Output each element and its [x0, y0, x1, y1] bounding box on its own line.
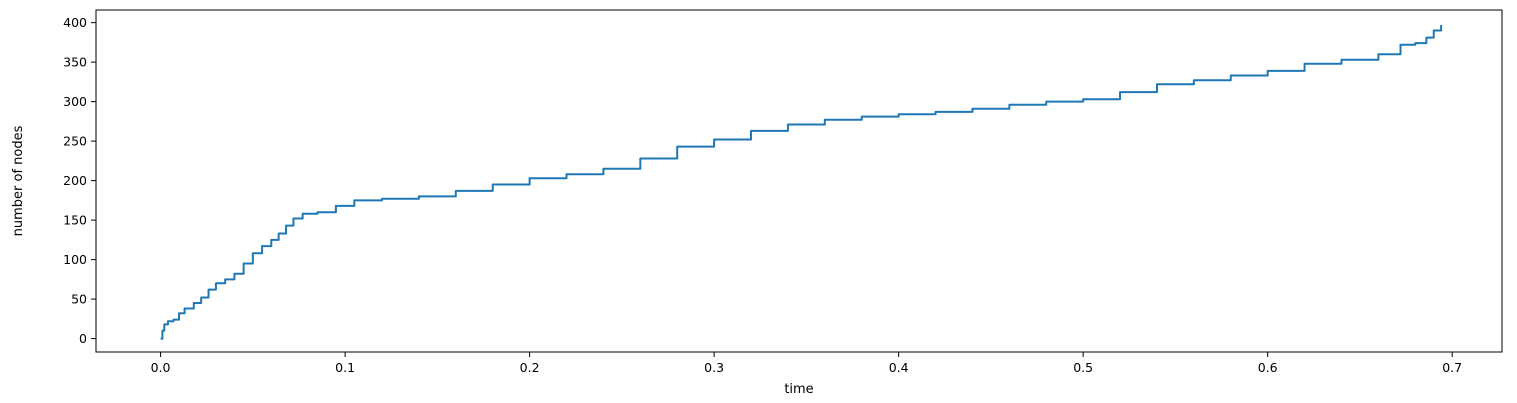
y-tick-label: 150	[63, 213, 87, 228]
y-tick-label: 50	[71, 292, 87, 307]
x-tick-label: 0.0	[151, 360, 171, 375]
x-axis-label: time	[784, 382, 813, 397]
x-tick-label: 0.7	[1442, 360, 1462, 375]
y-tick-label: 250	[63, 134, 87, 149]
x-tick-label: 0.4	[889, 360, 909, 375]
y-tick-label: 300	[63, 94, 87, 109]
x-tick-label: 0.5	[1073, 360, 1093, 375]
y-tick-label: 400	[63, 15, 87, 30]
y-tick-label: 200	[63, 173, 87, 188]
y-tick-label: 100	[63, 252, 87, 267]
x-tick-label: 0.6	[1258, 360, 1278, 375]
y-axis-label: number of nodes	[11, 125, 26, 236]
x-tick-label: 0.1	[335, 360, 355, 375]
plot-frame	[95, 9, 1503, 353]
x-tick-label: 0.3	[704, 360, 724, 375]
y-tick-label: 0	[79, 331, 87, 346]
x-tick-label: 0.2	[520, 360, 540, 375]
plot-area	[160, 25, 1443, 340]
axes: 0.0 0.1 0.2 0.3 0.4 0.5 0.6 0.7 0 50 100 150 200 250 3…	[63, 9, 1503, 375]
series-line-0	[160, 25, 1443, 340]
y-tick-label: 350	[63, 55, 87, 70]
